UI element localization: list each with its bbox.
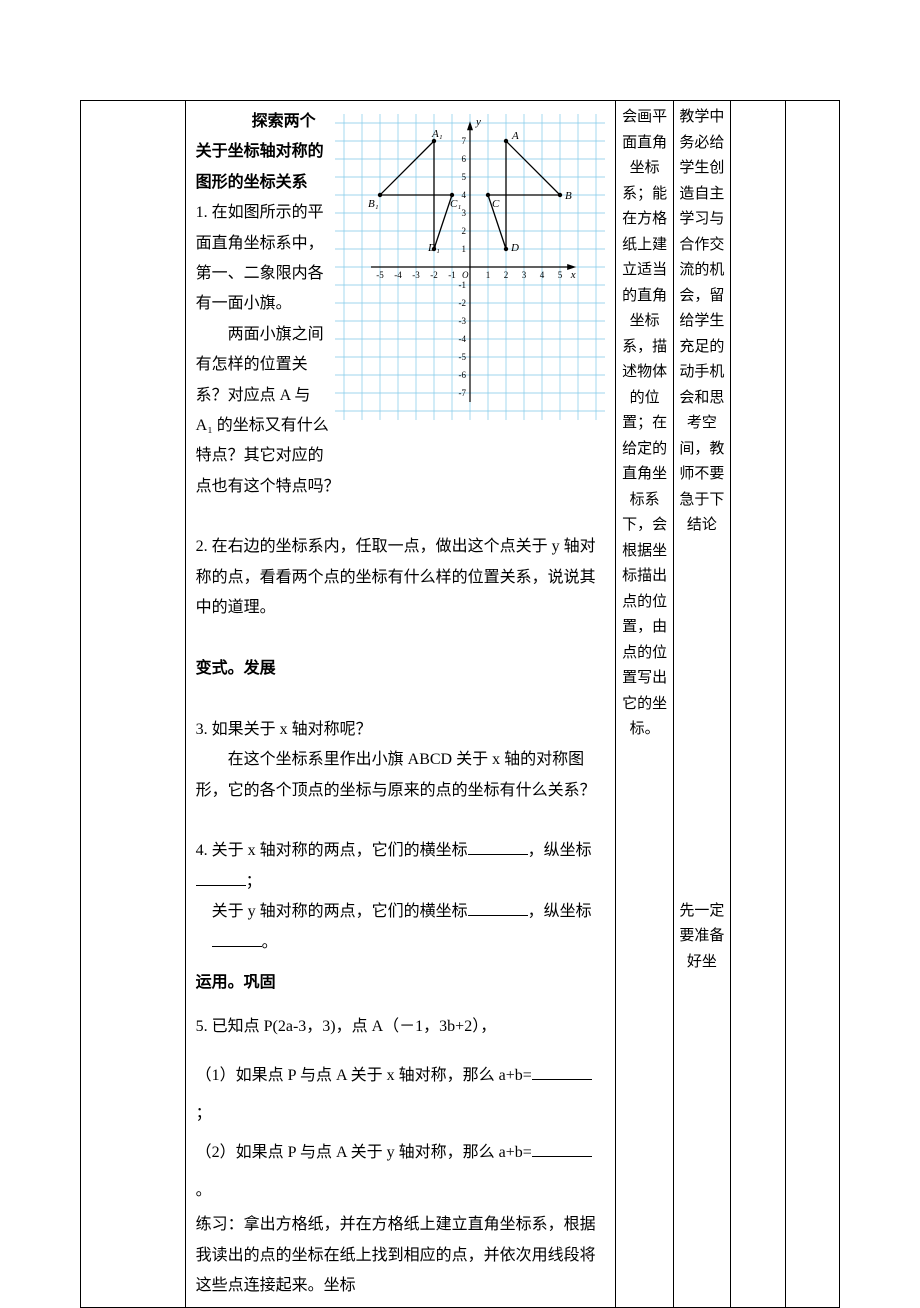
svg-text:B: B (565, 190, 572, 202)
section-title-3: 运用。巩固 (196, 968, 606, 998)
svg-text:-1: -1 (459, 280, 467, 290)
col4-text2: 先一定要准备好坐 (676, 899, 728, 976)
svg-text:D₁: D₁ (427, 242, 440, 254)
svg-text:2: 2 (462, 226, 467, 236)
q4a-end: ； (246, 873, 262, 890)
svg-text:-4: -4 (459, 334, 467, 344)
svg-text:-3: -3 (413, 270, 421, 280)
blank-input[interactable] (532, 1063, 592, 1080)
svg-text:5: 5 (462, 172, 467, 182)
svg-text:-6: -6 (459, 370, 467, 380)
svg-text:y: y (475, 116, 481, 128)
svg-text:-7: -7 (459, 388, 467, 398)
blank-input[interactable] (196, 869, 246, 886)
q5-1: （1）如果点 P 与点 A 关于 x 轴对称，那么 a+b= ； (196, 1057, 606, 1134)
q5-2-pre: （2）如果点 P 与点 A 关于 y 轴对称，那么 a+b= (196, 1144, 532, 1161)
svg-text:7: 7 (462, 136, 467, 146)
q4b-end: 。 (262, 934, 278, 951)
q4b-pre: 关于 y 轴对称的两点，它们的横坐标 (212, 903, 468, 920)
blank-input[interactable] (468, 899, 528, 916)
svg-text:-2: -2 (431, 270, 439, 280)
svg-text:-5: -5 (377, 270, 385, 280)
svg-text:-5: -5 (459, 352, 467, 362)
svg-text:-4: -4 (395, 270, 403, 280)
note-cell: 教学中务必给学生创造自主学习与合作交流的机会，留给学生充足的动手机会和思考空间，… (673, 101, 730, 1308)
svg-text:C₁: C₁ (450, 198, 461, 210)
section-title-1: 探索两个关于坐标轴对称的图形的坐标关系 (196, 113, 324, 191)
blank-input[interactable] (532, 1140, 592, 1157)
svg-text:A: A (511, 130, 519, 142)
empty-cell-5 (731, 101, 785, 1308)
spacer (676, 539, 728, 899)
q5-1-pre: （1）如果点 P 与点 A 关于 x 轴对称，那么 a+b= (196, 1067, 532, 1084)
col4-text1: 教学中务必给学生创造自主学习与合作交流的机会，留给学生充足的动手机会和思考空间，… (676, 105, 728, 539)
practice-text: 练习：拿出方格纸，并在方格纸上建立直角坐标系，根据我读出的点的坐标在纸上找到相应… (196, 1210, 606, 1301)
q5-1-end: ； (196, 1105, 212, 1122)
q2-text: 2. 在右边的坐标系内，任取一点，做出这个点关于 y 轴对称的点，看看两个点的坐… (196, 532, 606, 623)
svg-text:3: 3 (462, 208, 467, 218)
q4a-pre: 4. 关于 x 轴对称的两点，它们的横坐标 (196, 842, 468, 859)
svg-text:D: D (510, 242, 519, 254)
main-content-cell: -5 -4 -3 -2 -1 1 2 3 4 5 -7 -6 -5 -4 -3 -2 -1 1 2 3 4 5 6 7 Oy x A… (185, 101, 616, 1308)
empty-cell-6 (785, 101, 839, 1308)
svg-text:5: 5 (558, 270, 563, 280)
objective-cell: 会画平面直角坐标系；能在方格纸上建立适当的直角坐标系，描述物体的位置；在给定的直… (616, 101, 673, 1308)
svg-text:2: 2 (504, 270, 509, 280)
svg-text:-3: -3 (459, 316, 467, 326)
row-label-cell (81, 101, 186, 1308)
col3-text: 会画平面直角坐标系；能在方格纸上建立适当的直角坐标系，描述物体的位置；在给定的直… (618, 105, 670, 743)
svg-text:-1: -1 (449, 270, 457, 280)
svg-text:-2: -2 (459, 298, 467, 308)
blank-input[interactable] (212, 930, 262, 947)
svg-text:O: O (462, 270, 469, 280)
coordinate-chart: -5 -4 -3 -2 -1 1 2 3 4 5 -7 -6 -5 -4 -3 -2 -1 1 2 3 4 5 6 7 Oy x A… (335, 107, 605, 438)
svg-text:x: x (570, 269, 576, 281)
svg-text:B₁: B₁ (368, 198, 379, 210)
q3a-text: 3. 如果关于 x 轴对称呢？ (196, 715, 606, 745)
q5-text: 5. 已知点 P(2a-3，3)，点 A（－1，3b+2）， (196, 1012, 606, 1042)
q4b-mid: ，纵坐标 (528, 903, 592, 920)
q4-line2: 关于 y 轴对称的两点，它们的横坐标 ，纵坐标。 (212, 897, 606, 958)
lesson-table: -5 -4 -3 -2 -1 1 2 3 4 5 -7 -6 -5 -4 -3 -2 -1 1 2 3 4 5 6 7 Oy x A… (80, 100, 840, 1308)
blank-input[interactable] (468, 838, 528, 855)
svg-text:1: 1 (486, 270, 491, 280)
svg-text:6: 6 (462, 154, 467, 164)
svg-text:C: C (492, 198, 500, 210)
q4-line1: 4. 关于 x 轴对称的两点，它们的横坐标 ，纵坐标 ； (196, 836, 606, 897)
svg-text:A₁: A₁ (431, 128, 443, 140)
svg-text:1: 1 (462, 244, 467, 254)
q5-2-end: 。 (196, 1182, 212, 1199)
q3b-text: 在这个坐标系里作出小旗 ABCD 关于 x 轴的对称图形，它的各个顶点的坐标与原… (196, 745, 606, 806)
svg-text:4: 4 (462, 190, 467, 200)
svg-text:3: 3 (522, 270, 527, 280)
section-title-2: 变式。发展 (196, 654, 606, 684)
q4a-mid: ，纵坐标 (528, 842, 592, 859)
svg-text:4: 4 (540, 270, 545, 280)
q5-2: （2）如果点 P 与点 A 关于 y 轴对称，那么 a+b= 。 (196, 1134, 606, 1211)
